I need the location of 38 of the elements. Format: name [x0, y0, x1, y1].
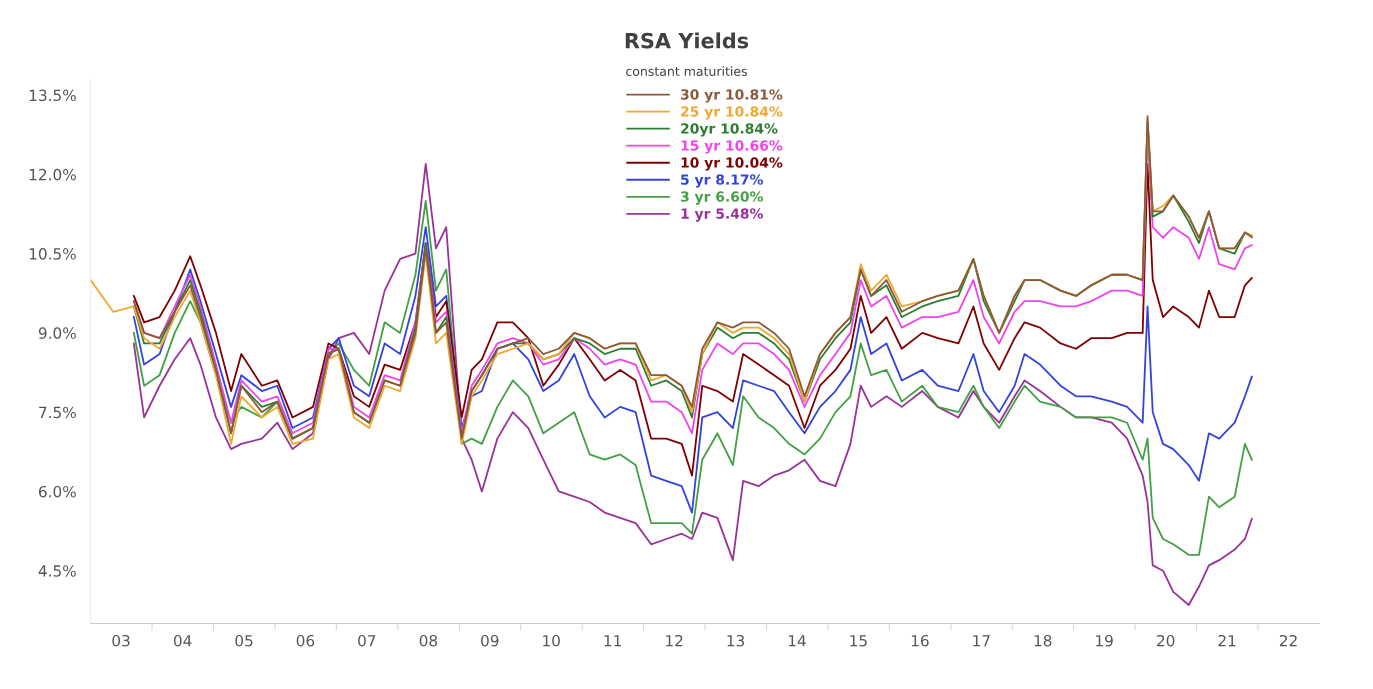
x-tick-label: 03 — [112, 634, 130, 647]
legend-label: 10 yr 10.04% — [681, 157, 783, 171]
x-tick-label: 08 — [419, 634, 438, 647]
legend-label: 20yr 10.84% — [681, 123, 778, 137]
legend-label: 3 yr 6.60% — [680, 191, 764, 205]
x-tick-label: 06 — [296, 634, 315, 647]
x-tick-label: 19 — [1096, 634, 1113, 647]
x-tick-label: 12 — [666, 634, 683, 647]
x-tick-label: 16 — [911, 634, 929, 647]
y-tick-label: 10.5% — [29, 248, 76, 260]
x-tick-label: 11 — [604, 635, 621, 647]
x-tick-label: 05 — [235, 634, 253, 647]
x-tick-label: 13 — [727, 634, 745, 647]
y-tick-label: 7.5% — [39, 406, 76, 419]
x-tick-label: 14 — [788, 635, 806, 647]
y-tick-label: 9.0% — [38, 327, 76, 339]
chart-subtitle: constant maturities — [626, 66, 747, 76]
legend-label: 5 yr 8.17% — [681, 174, 764, 188]
legend-label: 30 yr 10.81% — [680, 89, 783, 103]
x-tick-label: 10 — [543, 634, 560, 647]
legend-label: 15 yr 10.66% — [681, 140, 783, 154]
x-tick-label: 18 — [1034, 634, 1052, 647]
legend-label: 1 yr 5.48% — [681, 208, 764, 222]
y-tick-label: 4.5% — [38, 565, 76, 577]
x-tick-label: 09 — [481, 634, 499, 647]
y-tick-label: 13.5% — [29, 89, 76, 102]
x-tick-label: 15 — [850, 635, 867, 647]
x-tick-label: 20 — [1157, 634, 1175, 647]
x-tick-label: 07 — [358, 634, 376, 647]
line-series — [132, 226, 1253, 514]
y-tick-label: 6.0% — [38, 485, 76, 498]
x-tick-label: 21 — [1218, 634, 1236, 647]
x-tick-label: 04 — [173, 634, 192, 647]
legend-label: 25 yr 10.84% — [681, 106, 783, 120]
x-tick-label: 22 — [1279, 634, 1297, 647]
y-tick-label: 12.0% — [29, 168, 76, 181]
chart-title: RSA Yields — [625, 32, 749, 49]
x-tick-label: 17 — [973, 635, 990, 647]
